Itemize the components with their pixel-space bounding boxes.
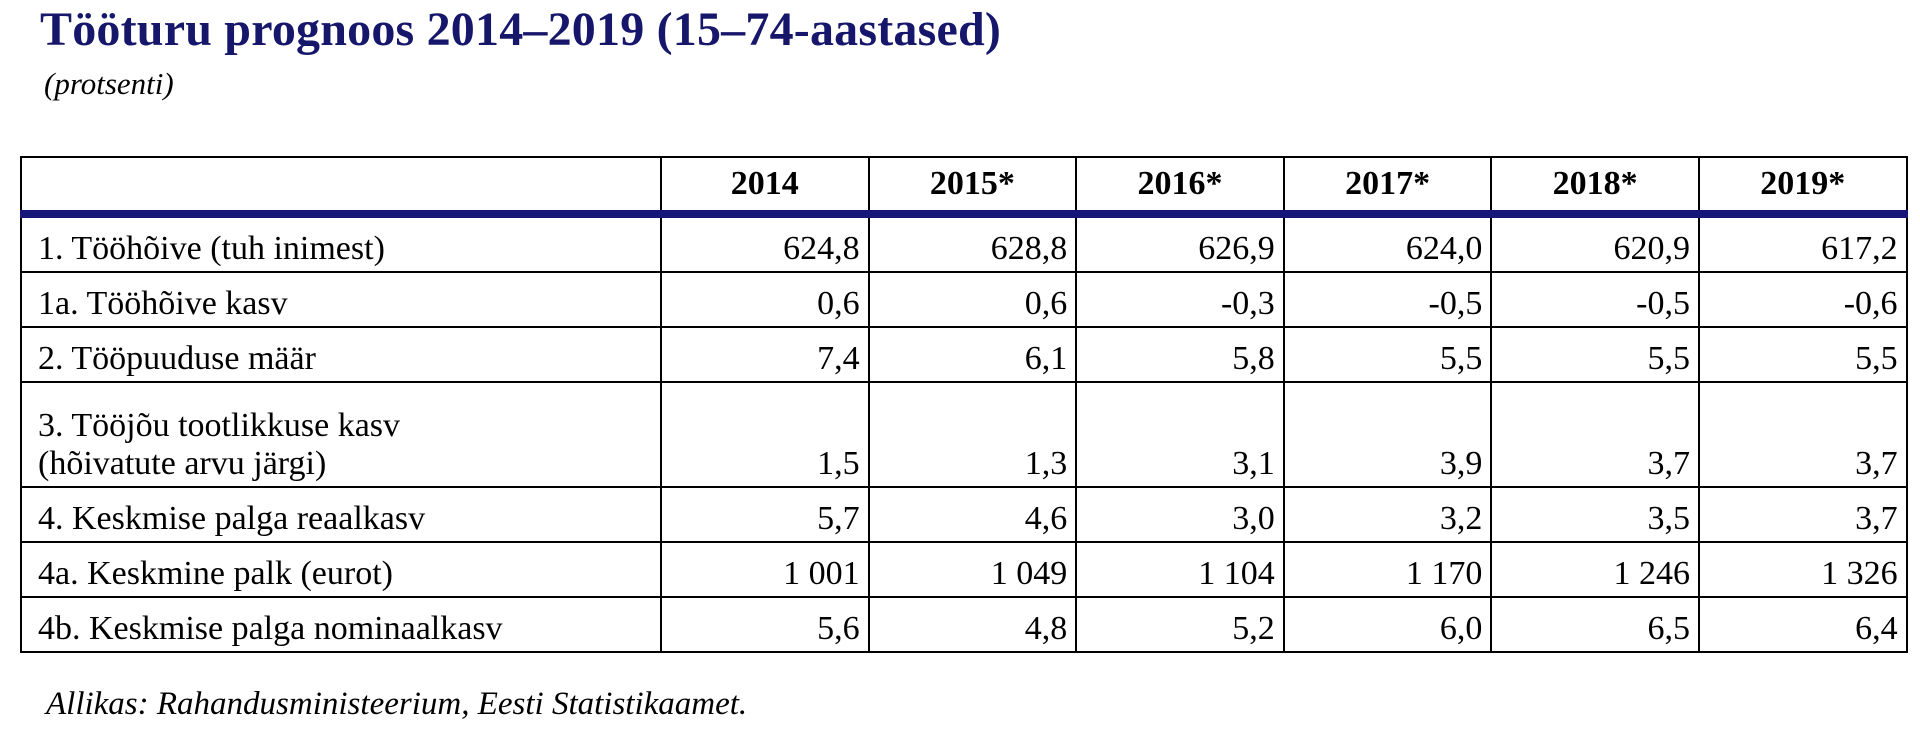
column-header: 2015* bbox=[867, 156, 1078, 218]
row-label: 1a. Tööhõive kasv bbox=[20, 272, 662, 328]
table-cell: 1 326 bbox=[1697, 542, 1908, 598]
table-cell: 626,9 bbox=[1075, 214, 1285, 273]
table-header-row: 2014 2015* 2016* 2017* 2018* 2019* bbox=[20, 156, 1908, 218]
source-note: Allikas: Rahandusministeerium, Eesti Sta… bbox=[46, 686, 748, 722]
table-cell: 4,6 bbox=[867, 487, 1078, 543]
table-row: 2. Tööpuuduse määr 7,4 6,1 5,8 5,5 5,5 5… bbox=[20, 327, 1908, 383]
table-cell: 0,6 bbox=[867, 272, 1078, 328]
column-header: 2014 bbox=[660, 156, 870, 218]
row-label-line: 3. Tööjõu tootlikkuse kasv bbox=[38, 407, 401, 444]
table-cell: 3,0 bbox=[1075, 487, 1285, 543]
table-cell: -0,5 bbox=[1282, 272, 1493, 328]
table-cell: 6,0 bbox=[1282, 597, 1493, 653]
table-cell: 4,8 bbox=[867, 597, 1078, 653]
column-header: 2018* bbox=[1490, 156, 1700, 218]
row-label: 4a. Keskmine palk (eurot) bbox=[20, 542, 662, 598]
table-cell: 3,5 bbox=[1490, 487, 1700, 543]
table-cell: 1,3 bbox=[867, 382, 1078, 488]
table-cell: 1 104 bbox=[1075, 542, 1285, 598]
table-row: 3. Tööjõu tootlikkuse kasv (hõivatute arv… bbox=[20, 382, 1908, 488]
table-cell: 5,5 bbox=[1282, 327, 1493, 383]
table-cell: 3,9 bbox=[1282, 382, 1493, 488]
table-cell: 624,0 bbox=[1282, 214, 1493, 273]
table-cell: 1 049 bbox=[867, 542, 1078, 598]
table-row: 4a. Keskmine palk (eurot) 1 001 1 049 1 … bbox=[20, 542, 1908, 598]
row-label: 4. Keskmise palga reaalkasv bbox=[20, 487, 662, 543]
table-cell: 1,5 bbox=[660, 382, 870, 488]
row-label: 1. Tööhõive (tuh inimest) bbox=[20, 214, 662, 273]
row-label: 3. Tööjõu tootlikkuse kasv (hõivatute arv… bbox=[20, 382, 662, 488]
table-cell: -0,5 bbox=[1490, 272, 1700, 328]
table-cell: 617,2 bbox=[1697, 214, 1908, 273]
labour-market-forecast-table: 2014 2015* 2016* 2017* 2018* 2019* 1. Tö… bbox=[20, 156, 1908, 653]
table-cell: 3,2 bbox=[1282, 487, 1493, 543]
table-cell: 5,2 bbox=[1075, 597, 1285, 653]
document-subtitle: (protsenti) bbox=[44, 66, 174, 101]
table-row: 1. Tööhõive (tuh inimest) 624,8 628,8 62… bbox=[20, 214, 1908, 273]
table-cell: 3,7 bbox=[1697, 487, 1908, 543]
table-cell: 3,1 bbox=[1075, 382, 1285, 488]
table-cell: 1 170 bbox=[1282, 542, 1493, 598]
table-cell: 0,6 bbox=[660, 272, 870, 328]
table-cell: 3,7 bbox=[1490, 382, 1700, 488]
row-label-line: (hõivatute arvu järgi) bbox=[38, 445, 327, 482]
table-cell: 1 246 bbox=[1490, 542, 1700, 598]
table-cell: 6,4 bbox=[1697, 597, 1908, 653]
table-cell: 620,9 bbox=[1490, 214, 1700, 273]
table-cell: 5,8 bbox=[1075, 327, 1285, 383]
table-row: 1a. Tööhõive kasv 0,6 0,6 -0,3 -0,5 -0,5… bbox=[20, 272, 1908, 328]
column-header: 2019* bbox=[1697, 156, 1908, 218]
table-cell: 1 001 bbox=[660, 542, 870, 598]
column-header: 2017* bbox=[1282, 156, 1493, 218]
table-cell: 5,7 bbox=[660, 487, 870, 543]
column-header: 2016* bbox=[1075, 156, 1285, 218]
table-cell: 6,5 bbox=[1490, 597, 1700, 653]
table-cell: 3,7 bbox=[1697, 382, 1908, 488]
row-label: 2. Tööpuuduse määr bbox=[20, 327, 662, 383]
table-cell: 628,8 bbox=[867, 214, 1078, 273]
table-cell: 7,4 bbox=[660, 327, 870, 383]
table-cell: -0,6 bbox=[1697, 272, 1908, 328]
table-cell: 5,5 bbox=[1697, 327, 1908, 383]
row-label: 4b. Keskmise palga nominaalkasv bbox=[20, 597, 662, 653]
table-corner-cell bbox=[20, 156, 662, 218]
table-cell: -0,3 bbox=[1075, 272, 1285, 328]
document-title: Tööturu prognoos 2014–2019 (15–74-aastas… bbox=[40, 3, 1002, 56]
table-cell: 5,5 bbox=[1490, 327, 1700, 383]
table-cell: 624,8 bbox=[660, 214, 870, 273]
table-row: 4b. Keskmise palga nominaalkasv 5,6 4,8 … bbox=[20, 597, 1908, 653]
table-cell: 5,6 bbox=[660, 597, 870, 653]
table-row: 4. Keskmise palga reaalkasv 5,7 4,6 3,0 … bbox=[20, 487, 1908, 543]
table-cell: 6,1 bbox=[867, 327, 1078, 383]
